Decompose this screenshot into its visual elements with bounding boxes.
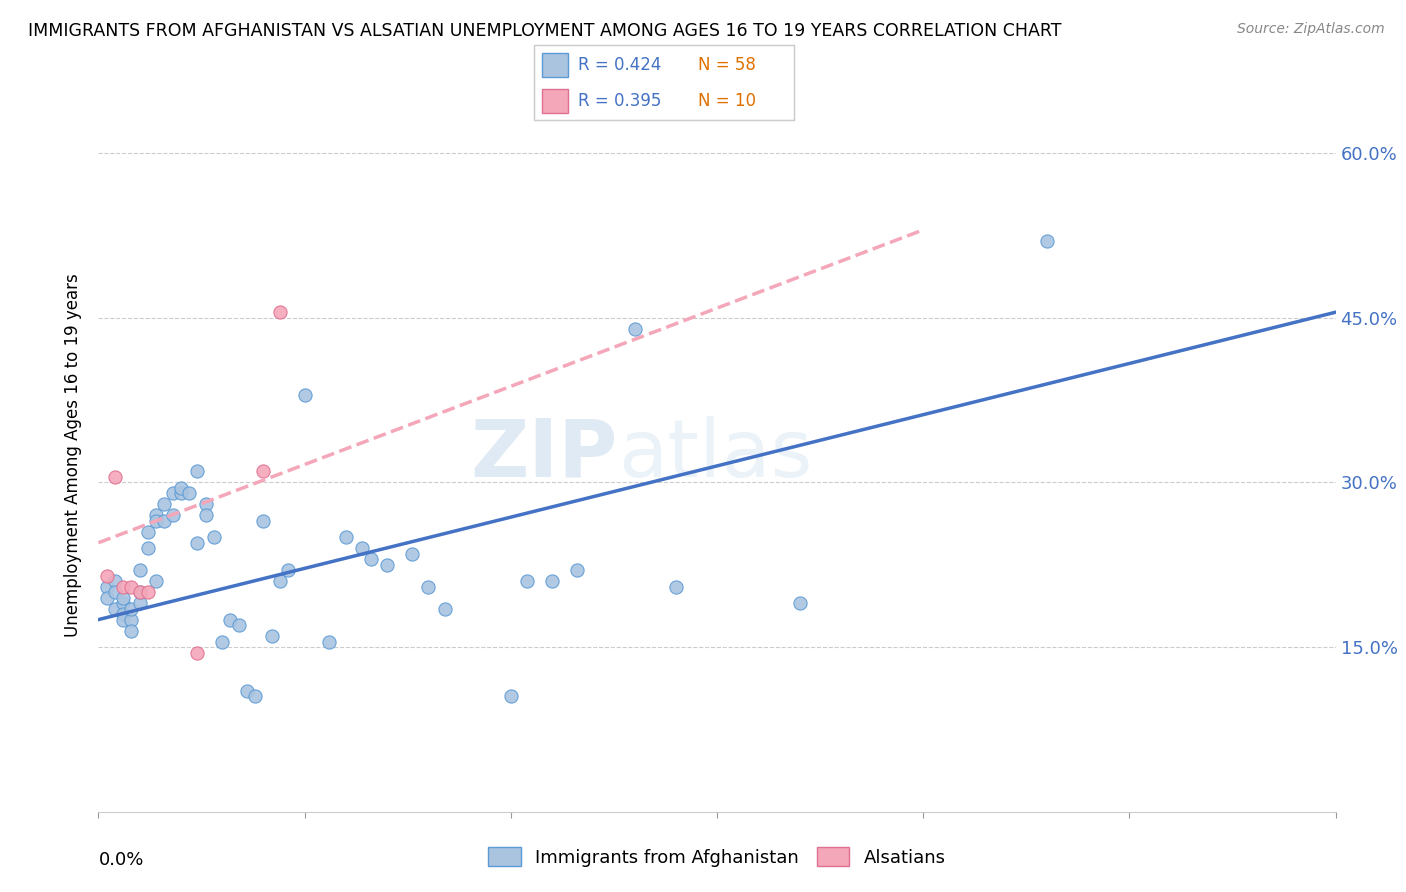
Point: [136, 524, 159, 539]
Point: [433, 601, 456, 615]
Point: [202, 530, 225, 544]
Point: [252, 464, 274, 478]
Point: [128, 585, 150, 599]
Text: Source: ZipAtlas.com: Source: ZipAtlas.com: [1237, 22, 1385, 37]
Point: [104, 601, 127, 615]
Point: [96, 591, 118, 605]
Point: [352, 541, 374, 556]
Point: [623, 321, 645, 335]
Point: [128, 585, 150, 599]
Point: [120, 624, 142, 638]
Point: [186, 464, 208, 478]
Point: [236, 684, 259, 698]
Point: [335, 530, 357, 544]
Point: [112, 596, 135, 610]
Point: [211, 634, 233, 648]
Point: [136, 585, 159, 599]
Text: ZIP: ZIP: [471, 416, 619, 494]
Point: [104, 574, 127, 589]
Point: [120, 613, 142, 627]
Point: [145, 514, 167, 528]
Point: [112, 613, 135, 627]
Point: [112, 591, 135, 605]
Text: IMMIGRANTS FROM AFGHANISTAN VS ALSATIAN UNEMPLOYMENT AMONG AGES 16 TO 19 YEARS C: IMMIGRANTS FROM AFGHANISTAN VS ALSATIAN …: [28, 22, 1062, 40]
Point: [260, 629, 283, 643]
Point: [120, 580, 142, 594]
Point: [104, 470, 127, 484]
Point: [375, 558, 398, 572]
Point: [499, 690, 522, 704]
Point: [401, 547, 423, 561]
Point: [179, 486, 201, 500]
Legend: Immigrants from Afghanistan, Alsatians: Immigrants from Afghanistan, Alsatians: [481, 840, 953, 874]
Bar: [543, 88, 568, 112]
Point: [194, 508, 217, 523]
Point: [516, 574, 538, 589]
Point: [136, 541, 159, 556]
Bar: [543, 53, 568, 78]
Y-axis label: Unemployment Among Ages 16 to 19 years: Unemployment Among Ages 16 to 19 years: [65, 273, 83, 637]
Point: [541, 574, 564, 589]
Point: [269, 305, 291, 319]
Point: [418, 580, 440, 594]
Point: [128, 563, 150, 577]
Point: [665, 580, 688, 594]
Point: [194, 497, 217, 511]
Point: [153, 497, 176, 511]
Point: [243, 690, 266, 704]
Text: R = 0.395: R = 0.395: [578, 92, 662, 110]
Point: [96, 568, 118, 582]
Point: [145, 574, 167, 589]
Text: R = 0.424: R = 0.424: [578, 56, 662, 74]
Text: 0.0%: 0.0%: [98, 851, 143, 869]
Point: [153, 514, 176, 528]
Point: [277, 563, 299, 577]
Point: [228, 618, 250, 632]
Point: [252, 514, 274, 528]
Point: [162, 486, 184, 500]
Point: [789, 596, 811, 610]
Point: [145, 508, 167, 523]
Point: [186, 646, 208, 660]
Text: atlas: atlas: [619, 416, 813, 494]
Point: [360, 552, 382, 566]
Point: [170, 481, 193, 495]
Text: N = 58: N = 58: [699, 56, 756, 74]
Point: [96, 580, 118, 594]
Point: [104, 585, 127, 599]
Point: [294, 387, 316, 401]
Point: [128, 596, 150, 610]
Point: [565, 563, 588, 577]
Point: [499, 69, 522, 83]
Point: [120, 601, 142, 615]
Point: [186, 535, 208, 549]
Point: [269, 574, 291, 589]
Point: [162, 508, 184, 523]
Point: [112, 607, 135, 621]
Text: N = 10: N = 10: [699, 92, 756, 110]
Point: [318, 634, 340, 648]
Point: [170, 486, 193, 500]
Point: [219, 613, 242, 627]
Point: [112, 580, 135, 594]
Point: [1036, 234, 1059, 248]
